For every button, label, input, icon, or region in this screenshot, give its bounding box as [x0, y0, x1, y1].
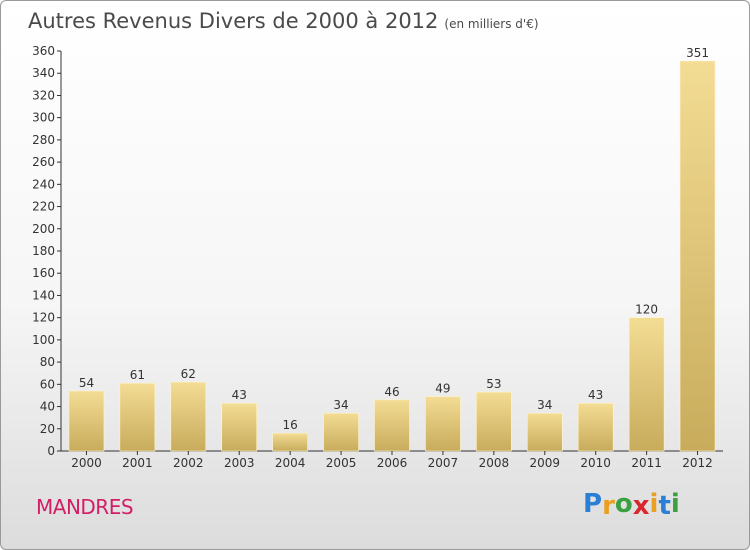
y-tick-label: 280 [32, 133, 55, 147]
bar-2011 [628, 317, 665, 452]
data-label: 46 [384, 385, 399, 399]
x-tick-label: 2004 [275, 456, 306, 470]
x-tick-label: 2003 [224, 456, 255, 470]
x-tick-label: 2002 [173, 456, 204, 470]
y-tick-label: 200 [32, 222, 55, 236]
data-label: 34 [537, 398, 552, 412]
y-tick-label: 320 [32, 88, 55, 102]
chart-title-text: Autres Revenus Divers de 2000 à 2012 [28, 9, 439, 33]
y-tick-label: 100 [32, 333, 55, 347]
x-tick-label: 2010 [580, 456, 611, 470]
y-tick-label: 40 [40, 400, 55, 414]
bar-2005 [323, 412, 359, 452]
bar-2001 [119, 382, 156, 452]
x-tick-label: 2006 [377, 456, 408, 470]
y-tick-label: 80 [40, 355, 55, 369]
bar-2009 [526, 412, 563, 452]
logo-letter: t [658, 491, 671, 521]
data-label: 43 [588, 388, 603, 402]
bar-2008 [476, 391, 512, 452]
logo-letter: o [614, 489, 633, 519]
y-tick-label: 340 [32, 66, 55, 80]
data-labels: 54 61 62 43 16 34 46 49 53 34 43 120 351 [79, 46, 709, 432]
x-axis-ticks: 2000 2001 2002 2003 2004 2005 2006 2007 2008 2009… [71, 451, 713, 470]
x-tick-label: 2012 [682, 456, 713, 470]
y-axis-ticks: 0 20 40 60 80 100 120 140 160 180 200 220 240 260 280 3… [32, 44, 61, 458]
bar-2000 [68, 390, 105, 452]
logo-letter: r [602, 491, 615, 521]
bar-2003 [221, 402, 258, 452]
place-name: MANDRES [36, 495, 134, 519]
data-label: 49 [435, 382, 450, 396]
data-label: 62 [181, 367, 196, 381]
data-label: 53 [486, 377, 501, 391]
y-tick-label: 240 [32, 177, 55, 191]
y-tick-label: 160 [32, 266, 55, 280]
data-label: 351 [686, 46, 709, 60]
chart-title: Autres Revenus Divers de 2000 à 2012 (en … [28, 9, 539, 33]
x-tick-label: 2000 [71, 456, 102, 470]
bar-2006 [374, 399, 410, 452]
bar-2007 [425, 396, 461, 452]
bar-2004 [272, 432, 308, 452]
y-tick-label: 260 [32, 155, 55, 169]
data-label: 61 [130, 368, 145, 382]
bars [68, 60, 716, 452]
y-tick-label: 0 [47, 444, 55, 458]
y-tick-label: 140 [32, 288, 55, 302]
bar-2012 [679, 60, 716, 452]
y-tick-label: 360 [32, 44, 55, 58]
y-tick-label: 220 [32, 200, 55, 214]
logo-letter: x [632, 491, 650, 521]
proxiti-logo: Proxiti [583, 489, 680, 521]
x-tick-label: 2009 [529, 456, 560, 470]
bar-2010 [577, 402, 614, 452]
y-tick-label: 300 [32, 111, 55, 125]
data-label: 120 [635, 303, 658, 317]
bar-2002 [170, 381, 207, 452]
data-label: 54 [79, 376, 94, 390]
chart-unit: (en milliers d'€) [444, 17, 539, 31]
logo-letter: i [649, 489, 659, 519]
data-label: 34 [333, 398, 348, 412]
x-tick-label: 2001 [122, 456, 153, 470]
logo-letter: P [583, 489, 603, 519]
y-tick-label: 60 [40, 377, 55, 391]
x-tick-label: 2005 [326, 456, 357, 470]
data-label: 16 [283, 418, 298, 432]
y-tick-label: 180 [32, 244, 55, 258]
logo-letter: i [670, 489, 680, 519]
x-tick-label: 2011 [631, 456, 662, 470]
data-label: 43 [232, 388, 247, 402]
x-tick-label: 2007 [428, 456, 459, 470]
y-tick-label: 20 [40, 422, 55, 436]
y-tick-label: 120 [32, 311, 55, 325]
x-tick-label: 2008 [479, 456, 510, 470]
